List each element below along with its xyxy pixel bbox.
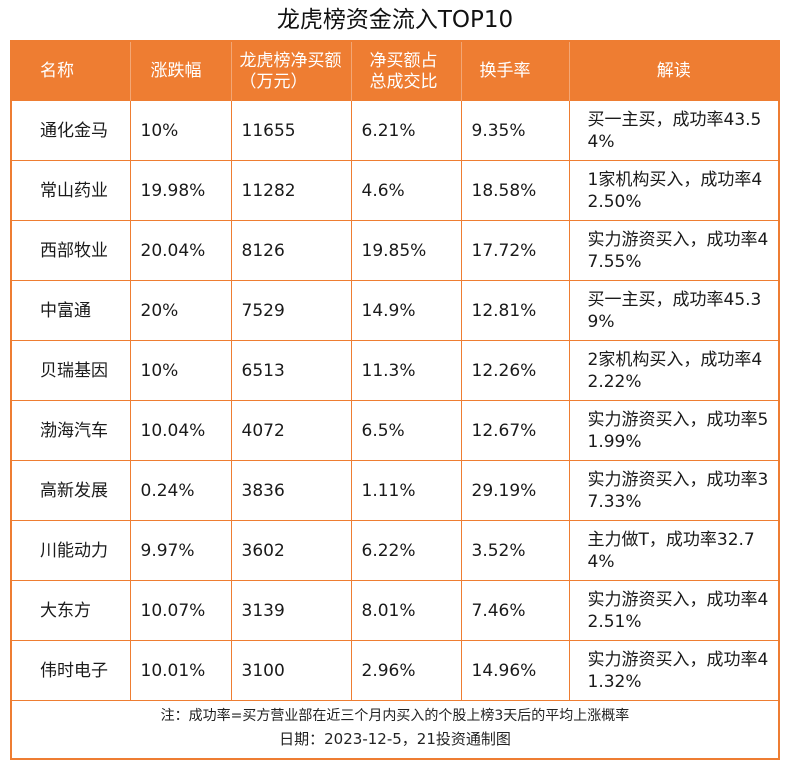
top10-table: 名称 涨跌幅 龙虎榜净买额（万元） 净买额占总成交比 换手率 解读 通化金马 10… — [12, 42, 778, 701]
cell-net-buy: 8126 — [231, 220, 352, 281]
cell-change: 19.98% — [130, 160, 232, 221]
cell-change: 10.01% — [130, 640, 232, 701]
cell-name: 西部牧业 — [12, 220, 131, 281]
cell-ratio: 19.85% — [351, 220, 462, 281]
cell-comment: 实力游资买入，成功率47.55% — [569, 220, 778, 281]
cell-comment: 2家机构买入，成功率42.22% — [569, 340, 778, 401]
header-change: 涨跌幅 — [130, 42, 232, 101]
cell-comment: 实力游资买入，成功率41.32% — [569, 640, 778, 701]
header-net-buy: 龙虎榜净买额（万元） — [231, 42, 352, 101]
cell-turnover: 12.67% — [461, 400, 570, 461]
cell-name: 常山药业 — [12, 160, 131, 221]
cell-comment: 实力游资买入，成功率42.51% — [569, 580, 778, 641]
cell-net-buy: 11655 — [231, 101, 352, 161]
table-row: 通化金马 10% 11655 6.21% 9.35% 买一主买，成功率43.54% — [12, 101, 778, 161]
cell-net-buy: 3602 — [231, 520, 352, 581]
table-row: 常山药业 19.98% 11282 4.6% 18.58% 1家机构买入，成功率42.50… — [12, 160, 778, 221]
cell-comment: 1家机构买入，成功率42.50% — [569, 160, 778, 221]
cell-net-buy: 7529 — [231, 280, 352, 341]
cell-name: 川能动力 — [12, 520, 131, 581]
cell-name: 大东方 — [12, 580, 131, 641]
cell-change: 20% — [130, 280, 232, 341]
cell-ratio: 8.01% — [351, 580, 462, 641]
cell-comment: 实力游资买入，成功率37.33% — [569, 460, 778, 521]
page-title: 龙虎榜资金流入TOP10 — [276, 7, 514, 33]
table-row: 渤海汽车 10.04% 4072 6.5% 12.67% 实力游资买入，成功率51.99% — [12, 400, 778, 461]
cell-turnover: 3.52% — [461, 520, 570, 581]
table-row: 大东方 10.07% 3139 8.01% 7.46% 实力游资买入，成功率42.51% — [12, 580, 778, 641]
cell-change: 0.24% — [130, 460, 232, 521]
cell-change: 10.07% — [130, 580, 232, 641]
cell-change: 10% — [130, 340, 232, 401]
cell-name: 通化金马 — [12, 101, 131, 161]
cell-ratio: 11.3% — [351, 340, 462, 401]
cell-turnover: 18.58% — [461, 160, 570, 221]
cell-net-buy: 11282 — [231, 160, 352, 221]
cell-comment: 买一主买，成功率45.39% — [569, 280, 778, 341]
cell-turnover: 7.46% — [461, 580, 570, 641]
footnote: 注：成功率=买方营业部在近三个月内买入的个股上榜3天后的平均上涨概率 — [160, 708, 630, 724]
cell-net-buy: 6513 — [231, 340, 352, 401]
cell-ratio: 6.22% — [351, 520, 462, 581]
cell-name: 高新发展 — [12, 460, 131, 521]
cell-change: 10% — [130, 101, 232, 161]
cell-ratio: 1.11% — [351, 460, 462, 521]
cell-ratio: 6.5% — [351, 400, 462, 461]
cell-ratio: 4.6% — [351, 160, 462, 221]
cell-turnover: 9.35% — [461, 101, 570, 161]
cell-net-buy: 4072 — [231, 400, 352, 461]
cell-turnover: 29.19% — [461, 460, 570, 521]
cell-name: 中富通 — [12, 280, 131, 341]
table-header-row: 名称 涨跌幅 龙虎榜净买额（万元） 净买额占总成交比 换手率 解读 — [12, 42, 778, 101]
header-comment: 解读 — [569, 42, 778, 101]
cell-name: 渤海汽车 — [12, 400, 131, 461]
cell-turnover: 12.26% — [461, 340, 570, 401]
cell-ratio: 2.96% — [351, 640, 462, 701]
cell-comment: 主力做T，成功率32.74% — [569, 520, 778, 581]
cell-turnover: 14.96% — [461, 640, 570, 701]
date-source-line: 日期：2023-12-5，21投资通制图 — [279, 730, 511, 748]
cell-net-buy: 3836 — [231, 460, 352, 521]
table-row: 川能动力 9.97% 3602 6.22% 3.52% 主力做T，成功率32.74% — [12, 520, 778, 581]
cell-turnover: 12.81% — [461, 280, 570, 341]
table-row: 伟时电子 10.01% 3100 2.96% 14.96% 实力游资买入，成功率41.32… — [12, 640, 778, 701]
cell-change: 9.97% — [130, 520, 232, 581]
table-row: 西部牧业 20.04% 8126 19.85% 17.72% 实力游资买入，成功率47.5… — [12, 220, 778, 281]
cell-comment: 实力游资买入，成功率51.99% — [569, 400, 778, 461]
cell-change: 10.04% — [130, 400, 232, 461]
cell-ratio: 14.9% — [351, 280, 462, 341]
table-row: 高新发展 0.24% 3836 1.11% 29.19% 实力游资买入，成功率37.33% — [12, 460, 778, 521]
cell-change: 20.04% — [130, 220, 232, 281]
table-row: 贝瑞基因 10% 6513 11.3% 12.26% 2家机构买入，成功率42.22% — [12, 340, 778, 401]
cell-ratio: 6.21% — [351, 101, 462, 161]
cell-name: 贝瑞基因 — [12, 340, 131, 401]
header-ratio: 净买额占总成交比 — [351, 42, 462, 101]
table-row: 中富通 20% 7529 14.9% 12.81% 买一主买，成功率45.39% — [12, 280, 778, 341]
table-frame — [10, 40, 780, 760]
cell-net-buy: 3139 — [231, 580, 352, 641]
cell-name: 伟时电子 — [12, 640, 131, 701]
header-turnover: 换手率 — [461, 42, 570, 101]
cell-net-buy: 3100 — [231, 640, 352, 701]
cell-turnover: 17.72% — [461, 220, 570, 281]
header-name: 名称 — [12, 42, 131, 101]
cell-comment: 买一主买，成功率43.54% — [569, 101, 778, 161]
